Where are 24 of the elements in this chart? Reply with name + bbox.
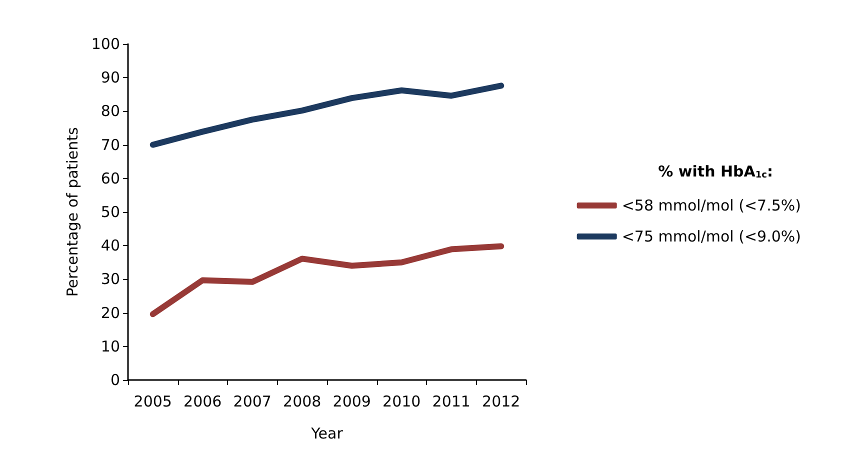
y-tick-label: 0 xyxy=(110,371,120,389)
x-tick-label: 2012 xyxy=(482,392,520,410)
x-tick-label: 2007 xyxy=(233,392,272,410)
y-tick-label: 10 xyxy=(100,337,120,356)
y-tick-label: 70 xyxy=(100,136,120,154)
x-tick-label: 2010 xyxy=(382,392,421,410)
x-tick-label: 2005 xyxy=(134,392,172,410)
x-tick-label: 2011 xyxy=(432,392,470,410)
y-tick-label: 60 xyxy=(100,169,120,188)
y-tick-label: 90 xyxy=(100,68,120,87)
y-tick-label: 100 xyxy=(91,35,120,53)
x-axis-title: Year xyxy=(310,424,344,442)
y-tick-label: 20 xyxy=(100,304,120,322)
y-tick-label: 50 xyxy=(100,203,120,221)
legend-title: % with HbA1c: xyxy=(658,162,773,180)
x-tick-label: 2008 xyxy=(283,392,322,410)
x-tick-label: 2009 xyxy=(332,392,371,410)
y-tick-label: 40 xyxy=(100,236,120,255)
y-axis-title: Percentage of patients xyxy=(64,127,82,297)
x-tick-label: 2006 xyxy=(184,392,222,410)
y-tick-label: 80 xyxy=(100,102,120,120)
legend-label: <58 mmol/mol (<7.5%) xyxy=(622,196,802,214)
legend-label: <75 mmol/mol (<9.0%) xyxy=(622,228,802,246)
y-tick-label: 30 xyxy=(100,270,120,288)
